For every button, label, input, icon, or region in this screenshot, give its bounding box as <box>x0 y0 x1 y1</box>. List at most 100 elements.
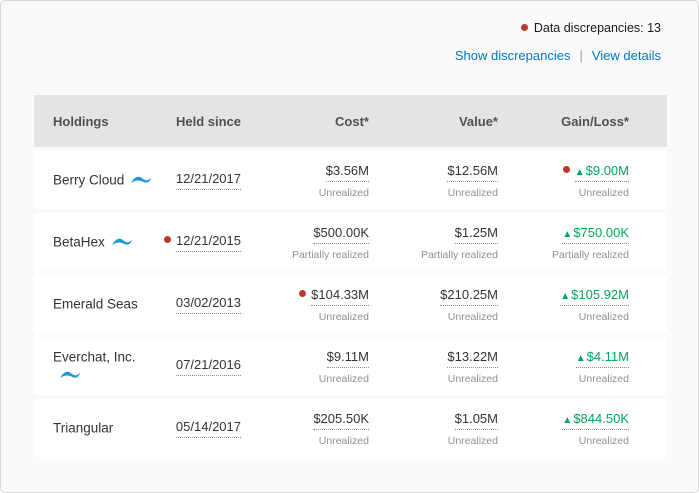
gain-up-triangle-icon: ▲ <box>562 414 573 426</box>
cost-value[interactable]: $104.33M <box>311 287 369 306</box>
cost-realization-label: Unrealized <box>318 310 369 323</box>
gain-value-wrap[interactable]: ▲$9.00M <box>574 162 629 182</box>
swoosh-icon <box>131 176 152 183</box>
table-row: Everchat, Inc. 07/21/2016 $9.11M Unreali… <box>34 337 667 395</box>
held-since-cell: 03/02/2013 <box>161 294 241 314</box>
gain-value: $105.92M <box>571 286 629 302</box>
gain-loss-cell: ▲$105.92M Unrealized <box>498 286 667 323</box>
gain-value-wrap[interactable]: ▲$844.50K <box>562 411 629 430</box>
gain-value: $844.50K <box>573 410 629 426</box>
gain-value: $4.11M <box>586 348 629 364</box>
cost-value[interactable]: $205.50K <box>313 411 369 430</box>
value-cell: $13.22M Unrealized <box>369 348 498 385</box>
header-cost: Cost* <box>335 113 369 129</box>
cost-cell: $205.50K Unrealized <box>241 410 369 447</box>
discrepancy-label: Data discrepancies: 13 <box>533 21 661 35</box>
view-details-link[interactable]: View details <box>591 48 661 63</box>
cost-value[interactable]: $9.11M <box>326 349 369 368</box>
show-discrepancies-link[interactable]: Show discrepancies <box>454 48 571 63</box>
discrepancy-status: Data discrepancies: 13 <box>455 21 661 35</box>
cost-cell: $500.00K Partially realized <box>241 224 369 261</box>
held-discrepancy-dot <box>163 236 171 243</box>
cost-cell: $3.56M Unrealized <box>241 162 369 199</box>
holding-name: Triangular <box>53 420 114 436</box>
header-held-since: Held since <box>175 113 241 129</box>
gain-up-triangle-icon: ▲ <box>574 166 585 178</box>
held-since-cell: 05/14/2017 <box>161 418 241 438</box>
value-value[interactable]: $13.22M <box>447 349 498 368</box>
gain-loss-cell: ▲$844.50K Unrealized <box>498 410 667 447</box>
header-value: Value* <box>458 113 498 129</box>
value-realization-label: Unrealized <box>447 372 498 385</box>
held-since-cell: 12/21/2015 <box>161 232 241 252</box>
cost-realization-label: Unrealized <box>318 186 369 199</box>
gain-value: $9.00M <box>585 162 629 178</box>
gain-realization-label: Unrealized <box>578 372 629 385</box>
swoosh-icon <box>60 371 80 378</box>
holdings-table: Holdings Held since Cost* Value* Gain/Lo… <box>34 95 667 457</box>
gain-loss-cell: ▲$750.00K Partially realized <box>498 224 667 261</box>
value-realization-label: Unrealized <box>447 434 498 447</box>
holding-cell: BetaHex <box>34 233 161 251</box>
gain-loss-cell: ▲$4.11M Unrealized <box>498 348 667 385</box>
holding-cell: Berry Cloud <box>34 171 161 189</box>
gain-value-wrap[interactable]: ▲$750.00K <box>562 225 629 244</box>
cost-value[interactable]: $3.56M <box>325 163 369 182</box>
gain-realization-label: Partially realized <box>551 248 629 261</box>
gain-up-triangle-icon: ▲ <box>560 290 571 302</box>
holding-cell: Emerald Seas <box>34 295 161 313</box>
discrepancy-actions: Show discrepancies | View details <box>455 48 661 63</box>
discrepancy-dot-icon <box>520 24 528 31</box>
held-since-cell: 12/21/2017 <box>161 170 241 190</box>
link-separator: | <box>579 48 583 63</box>
held-since-cell: 07/21/2016 <box>161 356 241 376</box>
value-value[interactable]: $12.56M <box>447 163 498 182</box>
gain-value-wrap[interactable]: ▲$105.92M <box>560 287 629 306</box>
header-holdings: Holdings <box>53 113 109 129</box>
held-since-value[interactable]: 12/21/2017 <box>175 171 241 190</box>
table-header: Holdings Held since Cost* Value* Gain/Lo… <box>34 95 667 147</box>
table-body: Berry Cloud 12/21/2017 $3.56M Unrealized… <box>34 151 667 457</box>
held-since-value[interactable]: 12/21/2015 <box>175 233 241 252</box>
held-since-value[interactable]: 03/02/2013 <box>175 295 241 314</box>
cost-cell: $9.11M Unrealized <box>241 348 369 385</box>
cost-realization-label: Unrealized <box>318 372 369 385</box>
value-value[interactable]: $210.25M <box>440 287 498 306</box>
value-cell: $1.25M Partially realized <box>369 224 498 261</box>
cost-value[interactable]: $500.00K <box>313 225 369 244</box>
swoosh-icon <box>111 238 132 245</box>
table-row: Emerald Seas 03/02/2013 $104.33M Unreali… <box>34 275 667 333</box>
holding-name: Everchat, Inc. <box>53 349 136 365</box>
holding-name: Berry Cloud <box>53 172 125 188</box>
table-row: Triangular 05/14/2017 $205.50K Unrealize… <box>34 399 667 457</box>
value-cell: $210.25M Unrealized <box>369 286 498 323</box>
cost-realization-label: Unrealized <box>318 434 369 447</box>
gain-realization-label: Unrealized <box>578 434 629 447</box>
value-realization-label: Unrealized <box>447 310 498 323</box>
value-value[interactable]: $1.25M <box>454 225 498 244</box>
gain-loss-cell: ▲$9.00M Unrealized <box>498 162 667 199</box>
holding-cell: Triangular <box>34 419 161 437</box>
holding-cell: Everchat, Inc. <box>34 348 161 384</box>
value-realization-label: Unrealized <box>447 186 498 199</box>
holding-name: BetaHex <box>53 234 105 250</box>
discrepancy-summary: Data discrepancies: 13 Show discrepancie… <box>455 21 661 63</box>
holding-name: Emerald Seas <box>53 296 138 312</box>
gain-up-triangle-icon: ▲ <box>562 228 573 240</box>
gain-realization-label: Unrealized <box>578 186 629 199</box>
table-row: Berry Cloud 12/21/2017 $3.56M Unrealized… <box>34 151 667 209</box>
header-gain-loss: Gain/Loss* <box>561 113 629 129</box>
held-since-value[interactable]: 05/14/2017 <box>175 419 241 438</box>
cost-cell: $104.33M Unrealized <box>241 286 369 323</box>
table-row: BetaHex 12/21/2015 $500.00K Partially re… <box>34 213 667 271</box>
value-realization-label: Partially realized <box>420 248 498 261</box>
held-since-value[interactable]: 07/21/2016 <box>175 357 241 376</box>
cost-discrepancy-dot <box>299 289 307 297</box>
value-cell: $1.05M Unrealized <box>369 410 498 447</box>
value-value[interactable]: $1.05M <box>454 411 498 430</box>
cost-realization-label: Partially realized <box>291 248 369 261</box>
gain-discrepancy-dot <box>562 165 570 173</box>
gain-up-triangle-icon: ▲ <box>575 352 586 364</box>
gain-value-wrap[interactable]: ▲$4.11M <box>575 348 629 368</box>
